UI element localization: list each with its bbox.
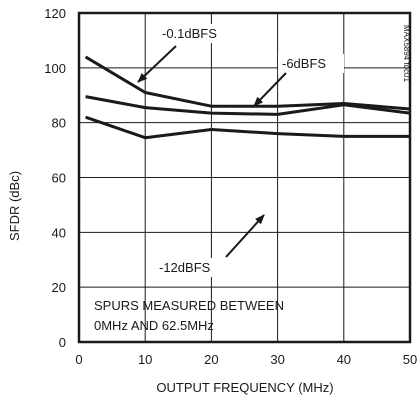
x-tick-label: 40 bbox=[337, 352, 351, 367]
x-tick-label: 10 bbox=[138, 352, 152, 367]
series-line-1 bbox=[84, 55, 411, 111]
x-axis-label: OUTPUT FREQUENCY (MHz) bbox=[156, 380, 333, 395]
callout-arrow-3 bbox=[225, 214, 265, 258]
watermark: MAX5894 toc01 bbox=[402, 25, 411, 82]
series-line-2 bbox=[85, 95, 411, 116]
x-tick-label: 20 bbox=[204, 352, 218, 367]
annotation-line-1: SPURS MEASURED BETWEEN bbox=[94, 298, 284, 313]
series-label-3: -12dBFS bbox=[159, 260, 211, 275]
series-label-bg bbox=[155, 258, 225, 277]
y-tick-label: 0 bbox=[59, 335, 66, 350]
y-tick-label: 20 bbox=[52, 280, 66, 295]
y-tick-label: 60 bbox=[52, 171, 66, 186]
series-line-3 bbox=[85, 115, 410, 140]
grid bbox=[79, 13, 410, 342]
series-label-2: -6dBFS bbox=[282, 56, 326, 71]
x-tick-label: 0 bbox=[75, 352, 82, 367]
x-tick-label: 30 bbox=[270, 352, 284, 367]
y-tick-label: 80 bbox=[52, 116, 66, 131]
annotation-line-2: 0MHz AND 62.5MHz bbox=[94, 318, 214, 333]
plot-frame bbox=[77, 11, 412, 344]
callout-arrow-2 bbox=[253, 72, 287, 107]
series-lines bbox=[84, 55, 411, 140]
tick-labels: 0 10 20 30 40 50 0 20 40 60 80 100 120 bbox=[44, 6, 417, 367]
series-labels: -0.1dBFS -6dBFS -12dBFS bbox=[137, 24, 344, 277]
y-tick-label: 40 bbox=[52, 225, 66, 240]
series-label-bg bbox=[278, 54, 344, 73]
series-label-bg bbox=[158, 24, 232, 43]
y-tick-label: 100 bbox=[44, 61, 66, 76]
callout-arrow-1 bbox=[137, 45, 177, 83]
y-tick-label: 120 bbox=[44, 6, 66, 21]
y-axis-label: SFDR (dBc) bbox=[7, 171, 22, 241]
x-tick-label: 50 bbox=[403, 352, 417, 367]
series-label-1: -0.1dBFS bbox=[162, 26, 217, 41]
